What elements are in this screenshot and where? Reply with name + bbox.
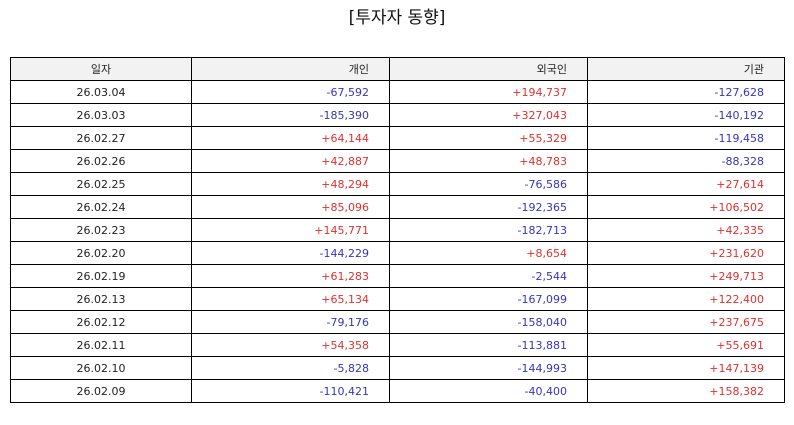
cell-institution: +55,691 [587,333,785,357]
cell-individual: -144,229 [191,241,390,265]
table-row: 26.02.23 +145,771 -182,713 +42,335 [10,218,785,242]
cell-institution: -88,328 [587,149,785,173]
cell-date: 26.02.11 [10,333,192,357]
cell-individual: +85,096 [191,195,390,219]
header-institution: 기관 [587,57,785,81]
table-row: 26.02.25 +48,294 -76,586 +27,614 [10,172,785,196]
cell-date: 26.02.10 [10,356,192,380]
header-date: 일자 [10,57,192,81]
cell-foreign: -76,586 [389,172,588,196]
table-row: 26.02.09 -110,421 -40,400 +158,382 [10,379,785,403]
cell-date: 26.02.12 [10,310,192,334]
cell-date: 26.02.09 [10,379,192,403]
table-row: 26.02.11 +54,358 -113,881 +55,691 [10,333,785,357]
cell-foreign: -192,365 [389,195,588,219]
cell-individual: +61,283 [191,264,390,288]
cell-institution: +231,620 [587,241,785,265]
cell-foreign: -182,713 [389,218,588,242]
cell-date: 26.02.25 [10,172,192,196]
cell-institution: -127,628 [587,80,785,104]
cell-date: 26.03.03 [10,103,192,127]
table-header: 일자 개인 외국인 기관 [10,57,785,81]
cell-individual: -185,390 [191,103,390,127]
cell-date: 26.02.20 [10,241,192,265]
cell-foreign: -2,544 [389,264,588,288]
cell-date: 26.02.26 [10,149,192,173]
cell-date: 26.02.13 [10,287,192,311]
cell-individual: +54,358 [191,333,390,357]
cell-foreign: +8,654 [389,241,588,265]
table-row: 26.03.03 -185,390 +327,043 -140,192 [10,103,785,127]
header-individual: 개인 [191,57,390,81]
cell-date: 26.02.19 [10,264,192,288]
cell-institution: +42,335 [587,218,785,242]
cell-institution: +249,713 [587,264,785,288]
table-row: 26.02.20 -144,229 +8,654 +231,620 [10,241,785,265]
cell-foreign: +55,329 [389,126,588,150]
cell-institution: +147,139 [587,356,785,380]
cell-institution: -140,192 [587,103,785,127]
header-row: 일자 개인 외국인 기관 [10,57,785,81]
cell-individual: -79,176 [191,310,390,334]
table-row: 26.02.12 -79,176 -158,040 +237,675 [10,310,785,334]
cell-individual: +48,294 [191,172,390,196]
cell-date: 26.02.24 [10,195,192,219]
cell-foreign: -167,099 [389,287,588,311]
cell-individual: +65,134 [191,287,390,311]
cell-institution: +27,614 [587,172,785,196]
table-row: 26.02.24 +85,096 -192,365 +106,502 [10,195,785,219]
cell-foreign: -113,881 [389,333,588,357]
table-row: 26.02.26 +42,887 +48,783 -88,328 [10,149,785,173]
table-row: 26.03.04 -67,592 +194,737 -127,628 [10,80,785,104]
cell-individual: +145,771 [191,218,390,242]
cell-individual: -5,828 [191,356,390,380]
header-foreign: 외국인 [389,57,588,81]
cell-institution: +158,382 [587,379,785,403]
cell-foreign: -144,993 [389,356,588,380]
cell-individual: +42,887 [191,149,390,173]
table-body: 26.03.04 -67,592 +194,737 -127,628 26.03… [10,80,785,403]
cell-institution: +106,502 [587,195,785,219]
investor-trend-table: 일자 개인 외국인 기관 26.03.04 -67,592 +194,737 -… [10,57,785,403]
table-row: 26.02.19 +61,283 -2,544 +249,713 [10,264,785,288]
cell-institution: +237,675 [587,310,785,334]
cell-date: 26.02.23 [10,218,192,242]
table-row: 26.02.10 -5,828 -144,993 +147,139 [10,356,785,380]
cell-foreign: +327,043 [389,103,588,127]
cell-foreign: -158,040 [389,310,588,334]
cell-institution: -119,458 [587,126,785,150]
cell-foreign: +48,783 [389,149,588,173]
cell-individual: +64,144 [191,126,390,150]
cell-institution: +122,400 [587,287,785,311]
cell-foreign: -40,400 [389,379,588,403]
cell-individual: -67,592 [191,80,390,104]
table-row: 26.02.27 +64,144 +55,329 -119,458 [10,126,785,150]
page-title: [투자자 동향] [348,8,446,28]
table-row: 26.02.13 +65,134 -167,099 +122,400 [10,287,785,311]
cell-foreign: +194,737 [389,80,588,104]
cell-date: 26.02.27 [10,126,192,150]
cell-date: 26.03.04 [10,80,192,104]
cell-individual: -110,421 [191,379,390,403]
